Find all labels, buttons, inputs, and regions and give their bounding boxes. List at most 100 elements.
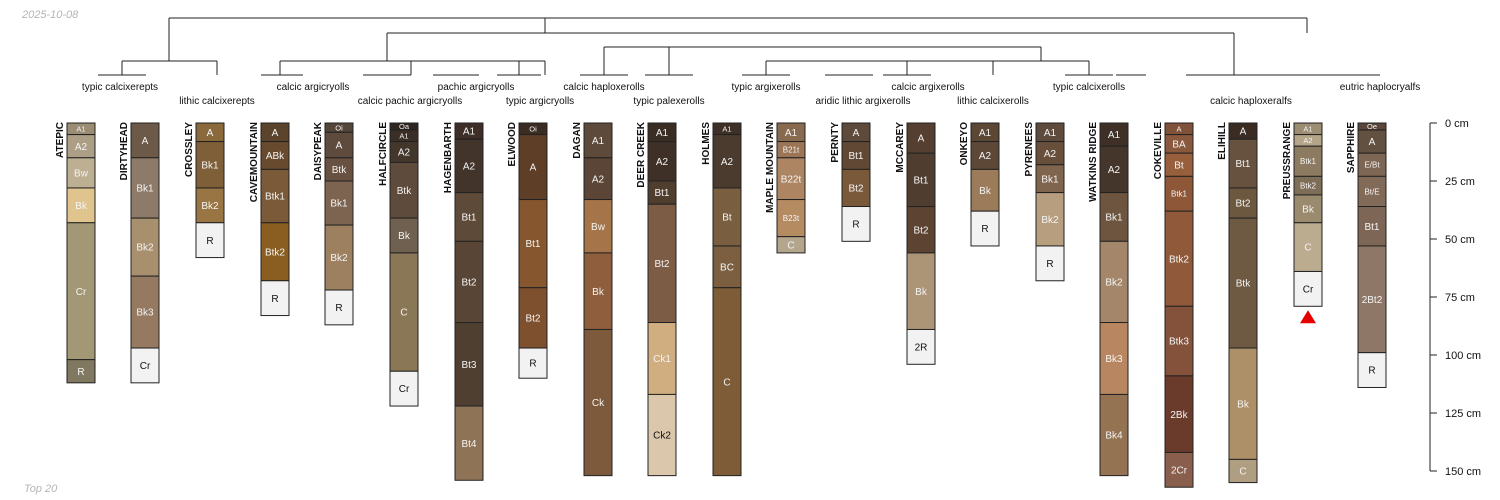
horizon [389,217,419,254]
date-label: 2025-10-08 [21,9,79,21]
horizon [1357,245,1387,354]
horizon-label: Bk2 [1105,278,1123,289]
horizon-label: R [852,220,859,231]
profile-name: COKEVILLE [1153,122,1164,180]
profile-name: PREUSSRANGE [1282,122,1293,200]
profile-name: MAPLE MOUNTAIN [765,122,776,213]
horizon-label: Bk2 [330,253,348,264]
horizon [1228,347,1258,460]
horizon [906,328,936,365]
horizon-label: 2R [915,342,928,353]
horizon-label: A [918,134,925,145]
horizon-label: Btk2 [1300,182,1317,191]
soil-profile: A Bt1 Bt2 Bk 2R MCCAREY [895,122,936,365]
horizon [66,222,96,361]
horizon [712,287,742,477]
horizon-label: Btk [332,165,347,176]
taxon-label: lithic calcixerepts [179,96,255,107]
soil-profile: A1 A2 Btk1 Btk2 Bk C Cr PREUSSRANGE [1282,122,1323,324]
taxon-label: calcic argixerolls [891,82,964,93]
horizon-label: A [1240,127,1247,138]
horizon-label: Bk [75,201,88,212]
horizon [583,157,613,201]
horizon-label: 2Bt2 [1362,295,1383,306]
horizon-label: C [400,308,407,319]
horizon [66,359,96,384]
horizon-label: Bt1 [461,213,476,224]
horizon-label: A2 [1303,136,1312,145]
horizon-label: Bt2 [525,313,540,324]
horizon [1228,187,1258,219]
horizon [712,245,742,289]
horizon-label: Bt1 [913,175,928,186]
horizon-label: Oi [529,125,537,134]
horizon-label: Ck1 [653,354,671,365]
soil-profile: A1 A2 Bk1 Bk2 Bk3 Bk4 WATKINS RIDGE [1088,122,1129,477]
horizon-label: A [272,128,279,139]
horizon [970,168,1000,212]
horizon [1357,206,1387,247]
horizon [260,141,290,170]
horizon [906,252,936,330]
soil-profile: A1 B21t B22t B23t C MAPLE MOUNTAIN [765,122,806,254]
taxon-label: typic calcixerolls [1053,82,1125,93]
horizon [66,157,96,189]
soil-profile: A1 A2 Bk1 Bk2 R PYRENEES [1024,122,1065,282]
horizon [1164,375,1194,453]
horizon-label: A1 [399,131,408,140]
horizon [518,134,548,201]
horizon-label: A2 [656,157,669,168]
horizon [776,236,806,254]
horizon-label: Bt4 [461,439,476,450]
horizon-label: Bk3 [1105,354,1123,365]
taxon-label: calcic haploxerolls [563,82,644,93]
horizon [130,122,160,159]
caption-label: Top 20 [24,483,58,495]
horizon-label: Bt/E [1364,187,1379,196]
horizon-label: Bt1 [525,239,540,250]
profile-name: DEER CREEK [636,121,647,187]
horizon-label: Bt1 [654,188,669,199]
soil-profile: A Bt1 Bt2 Btk Bk C ELIHILL [1217,122,1258,484]
horizon-label: Cr [399,384,410,395]
horizon-label: Btk2 [265,247,285,258]
horizon [583,199,613,254]
horizon-label: Bt2 [913,225,928,236]
soil-profile: Oi A Btk Bk1 Bk2 R DAISYPEAK [313,121,354,326]
horizon-label: Bk [1237,399,1250,410]
horizon-label: Bt2 [654,259,669,270]
horizon [1035,192,1065,247]
horizon [906,206,936,254]
horizon [389,370,419,407]
horizon-label: Oa [399,122,410,131]
horizon [906,122,936,154]
horizon-label: Bk1 [1105,213,1123,224]
axis-tick-label: 0 cm [1445,118,1469,130]
horizon [1099,393,1129,477]
soil-profile: A Bk1 Bk2 Bk3 Cr DIRTYHEAD [119,122,160,384]
horizon-label: 2Cr [1171,465,1188,476]
horizon-label: A2 [721,157,734,168]
profile-name: CROSSLEY [184,122,195,177]
horizon-label: C [787,240,794,251]
horizon-label: BA [1172,139,1186,150]
horizon-label: Bk2 [201,201,219,212]
soil-profile: A1 A2 Bw Bk Ck DAGAN [572,122,613,477]
horizon-label: Ck2 [653,431,671,442]
horizon [454,405,484,481]
horizon-label: Bk1 [201,160,219,171]
horizon [841,206,871,242]
profile-name: DAGAN [572,122,583,159]
horizon-label: A1 [785,128,798,139]
horizon [776,157,806,201]
axis-tick-label: 100 cm [1445,350,1481,362]
horizon-label: A2 [979,151,992,162]
horizon-label: C [1304,243,1311,254]
axis-tick-label: 50 cm [1445,234,1475,246]
axis-tick-label: 25 cm [1445,176,1475,188]
horizon-label: R [529,359,536,370]
taxon-label: calcic argicryolls [277,82,350,93]
horizon-label: Bt2 [848,184,863,195]
